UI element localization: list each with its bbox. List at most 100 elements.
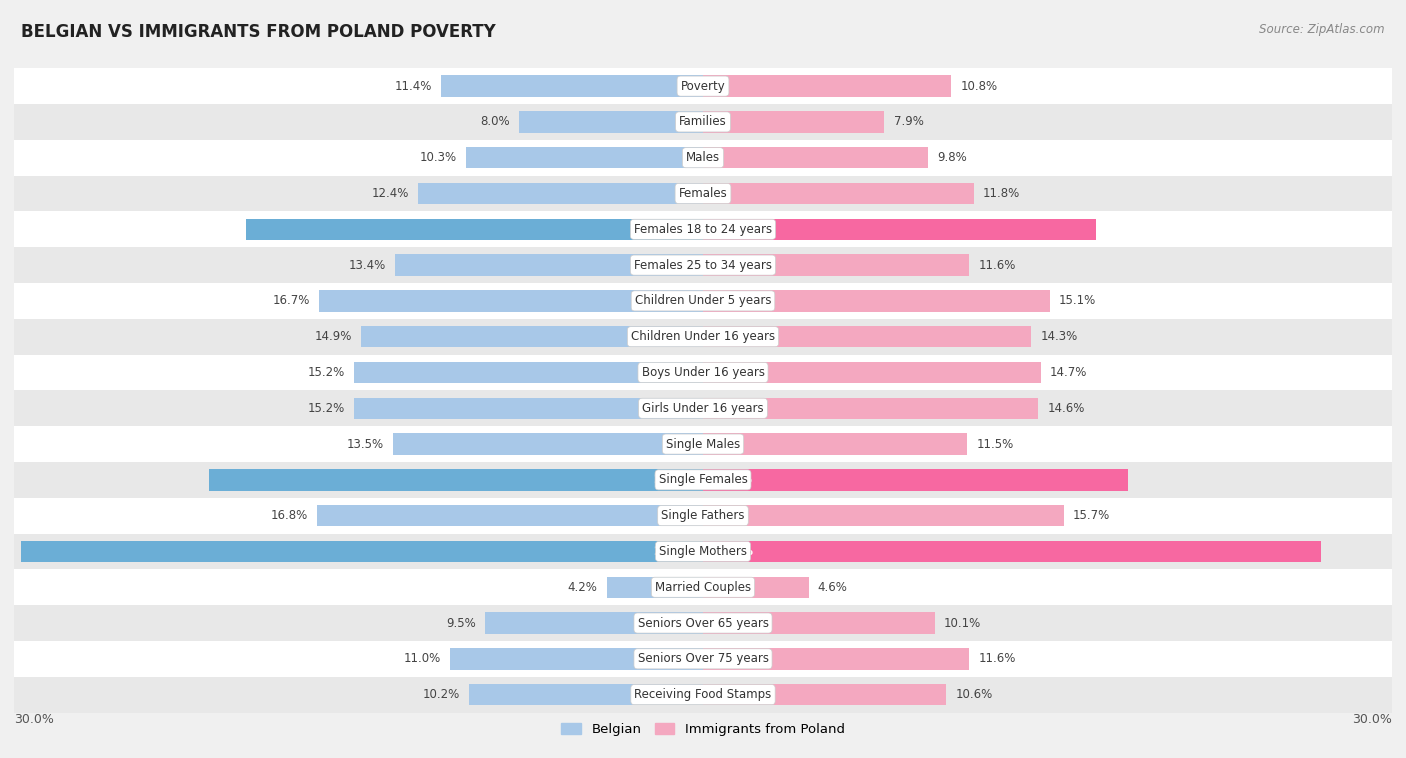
Bar: [467, 147, 703, 168]
Bar: [703, 469, 1128, 490]
Text: 13.4%: 13.4%: [349, 258, 387, 271]
FancyBboxPatch shape: [14, 462, 1392, 498]
FancyBboxPatch shape: [14, 498, 1392, 534]
Text: Females 18 to 24 years: Females 18 to 24 years: [634, 223, 772, 236]
Bar: [361, 326, 703, 347]
Text: 13.5%: 13.5%: [347, 437, 384, 450]
Text: 15.2%: 15.2%: [308, 366, 344, 379]
Text: 11.6%: 11.6%: [979, 258, 1017, 271]
Text: 8.0%: 8.0%: [481, 115, 510, 128]
Bar: [485, 612, 703, 634]
Text: Children Under 5 years: Children Under 5 years: [634, 294, 772, 308]
Text: Females 25 to 34 years: Females 25 to 34 years: [634, 258, 772, 271]
FancyBboxPatch shape: [14, 641, 1392, 677]
Bar: [703, 397, 1038, 419]
Bar: [319, 290, 703, 312]
Bar: [441, 75, 703, 97]
FancyBboxPatch shape: [14, 211, 1392, 247]
Text: 18.5%: 18.5%: [713, 473, 754, 487]
Bar: [703, 255, 969, 276]
Text: 11.5%: 11.5%: [976, 437, 1014, 450]
Bar: [703, 147, 928, 168]
Bar: [703, 183, 974, 204]
Bar: [21, 540, 703, 562]
Bar: [703, 75, 950, 97]
Bar: [703, 684, 946, 706]
Bar: [354, 397, 703, 419]
Bar: [468, 684, 703, 706]
Text: BELGIAN VS IMMIGRANTS FROM POLAND POVERTY: BELGIAN VS IMMIGRANTS FROM POLAND POVERT…: [21, 23, 496, 41]
Text: Families: Families: [679, 115, 727, 128]
Bar: [392, 434, 703, 455]
Bar: [246, 218, 703, 240]
FancyBboxPatch shape: [14, 605, 1392, 641]
Text: 16.8%: 16.8%: [271, 509, 308, 522]
Bar: [703, 434, 967, 455]
FancyBboxPatch shape: [14, 319, 1392, 355]
Text: Poverty: Poverty: [681, 80, 725, 92]
Text: Seniors Over 65 years: Seniors Over 65 years: [637, 616, 769, 630]
FancyBboxPatch shape: [14, 247, 1392, 283]
Text: 16.7%: 16.7%: [273, 294, 311, 308]
Bar: [703, 218, 1095, 240]
FancyBboxPatch shape: [14, 68, 1392, 104]
Bar: [450, 648, 703, 669]
Bar: [703, 577, 808, 598]
Text: 14.9%: 14.9%: [315, 330, 352, 343]
Bar: [354, 362, 703, 384]
Text: 14.6%: 14.6%: [1047, 402, 1085, 415]
Text: Married Couples: Married Couples: [655, 581, 751, 594]
Text: 15.2%: 15.2%: [308, 402, 344, 415]
FancyBboxPatch shape: [14, 426, 1392, 462]
Text: 11.4%: 11.4%: [395, 80, 432, 92]
FancyBboxPatch shape: [14, 355, 1392, 390]
Text: Females: Females: [679, 187, 727, 200]
FancyBboxPatch shape: [14, 390, 1392, 426]
Bar: [519, 111, 703, 133]
FancyBboxPatch shape: [14, 104, 1392, 139]
Text: Children Under 16 years: Children Under 16 years: [631, 330, 775, 343]
Bar: [606, 577, 703, 598]
Text: 4.2%: 4.2%: [568, 581, 598, 594]
Text: Boys Under 16 years: Boys Under 16 years: [641, 366, 765, 379]
Bar: [318, 505, 703, 526]
FancyBboxPatch shape: [14, 176, 1392, 211]
Bar: [703, 648, 969, 669]
Bar: [703, 612, 935, 634]
Text: Single Mothers: Single Mothers: [659, 545, 747, 558]
Bar: [395, 255, 703, 276]
FancyBboxPatch shape: [14, 139, 1392, 176]
Bar: [703, 540, 1320, 562]
Text: 10.2%: 10.2%: [422, 688, 460, 701]
Text: Single Males: Single Males: [666, 437, 740, 450]
Text: 10.8%: 10.8%: [960, 80, 997, 92]
Text: 10.1%: 10.1%: [945, 616, 981, 630]
Text: Source: ZipAtlas.com: Source: ZipAtlas.com: [1260, 23, 1385, 36]
Text: 30.0%: 30.0%: [1353, 713, 1392, 726]
Text: 11.6%: 11.6%: [979, 653, 1017, 666]
Text: 26.9%: 26.9%: [713, 545, 754, 558]
FancyBboxPatch shape: [14, 534, 1392, 569]
Text: 9.5%: 9.5%: [446, 616, 475, 630]
Text: Males: Males: [686, 151, 720, 164]
Text: 19.9%: 19.9%: [652, 223, 693, 236]
Text: Receiving Food Stamps: Receiving Food Stamps: [634, 688, 772, 701]
Text: 9.8%: 9.8%: [938, 151, 967, 164]
Legend: Belgian, Immigrants from Poland: Belgian, Immigrants from Poland: [555, 717, 851, 741]
FancyBboxPatch shape: [14, 677, 1392, 713]
Text: 29.7%: 29.7%: [652, 545, 693, 558]
Bar: [703, 111, 884, 133]
FancyBboxPatch shape: [14, 283, 1392, 319]
Text: Girls Under 16 years: Girls Under 16 years: [643, 402, 763, 415]
Text: 4.6%: 4.6%: [818, 581, 848, 594]
Bar: [418, 183, 703, 204]
Text: 10.6%: 10.6%: [956, 688, 993, 701]
Text: 12.4%: 12.4%: [371, 187, 409, 200]
Text: 15.1%: 15.1%: [1059, 294, 1097, 308]
Text: Seniors Over 75 years: Seniors Over 75 years: [637, 653, 769, 666]
Text: 17.1%: 17.1%: [713, 223, 754, 236]
Text: 7.9%: 7.9%: [894, 115, 924, 128]
Text: 11.0%: 11.0%: [404, 653, 441, 666]
Bar: [703, 326, 1032, 347]
Text: 30.0%: 30.0%: [14, 713, 53, 726]
